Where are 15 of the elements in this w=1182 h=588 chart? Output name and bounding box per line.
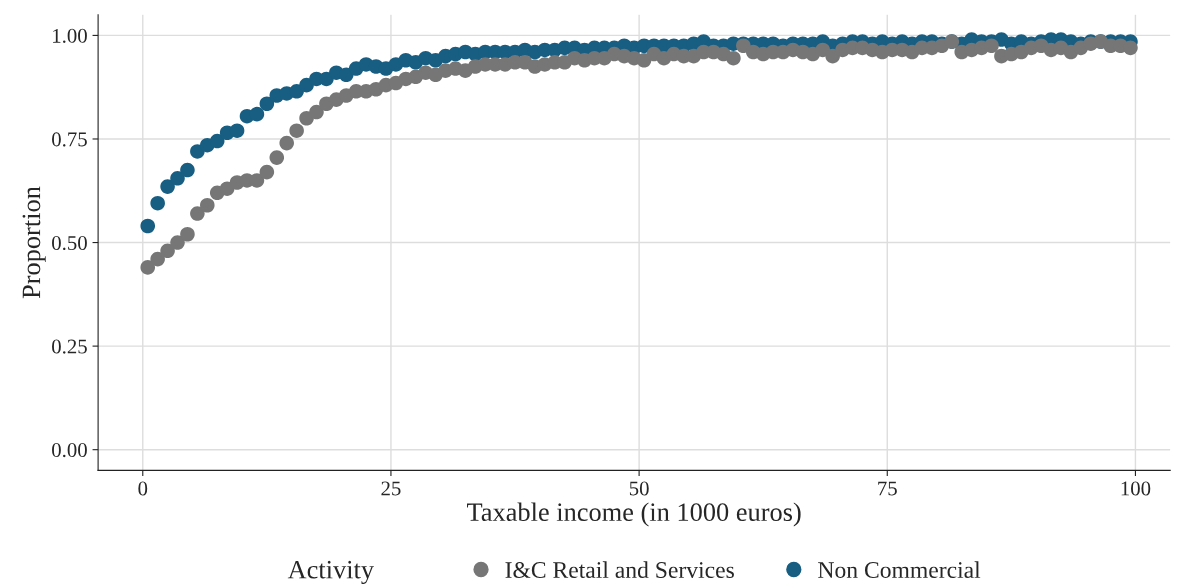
y-tick-label: 0.25 bbox=[52, 339, 87, 354]
legend-title: Activity bbox=[287, 560, 374, 585]
x-tick-label: 100 bbox=[1121, 481, 1151, 496]
y-tick-label: 0.75 bbox=[52, 132, 87, 147]
x-tick-label: 0 bbox=[138, 481, 148, 496]
y-tick-label: 0.00 bbox=[52, 443, 87, 458]
x-axis-title: Taxable income (in 1000 euros) bbox=[467, 502, 801, 527]
x-tick-label: 50 bbox=[629, 481, 649, 496]
legend-label: I&C Retail and Services bbox=[505, 561, 734, 578]
y-axis-title: Proportion bbox=[22, 186, 46, 299]
y-tick-label: 0.50 bbox=[52, 235, 87, 251]
legend-label: Non Commercial bbox=[818, 561, 981, 578]
x-tick-label: 25 bbox=[381, 481, 401, 496]
x-tick-label: 75 bbox=[878, 481, 897, 496]
y-tick-label: 1.00 bbox=[53, 28, 87, 43]
